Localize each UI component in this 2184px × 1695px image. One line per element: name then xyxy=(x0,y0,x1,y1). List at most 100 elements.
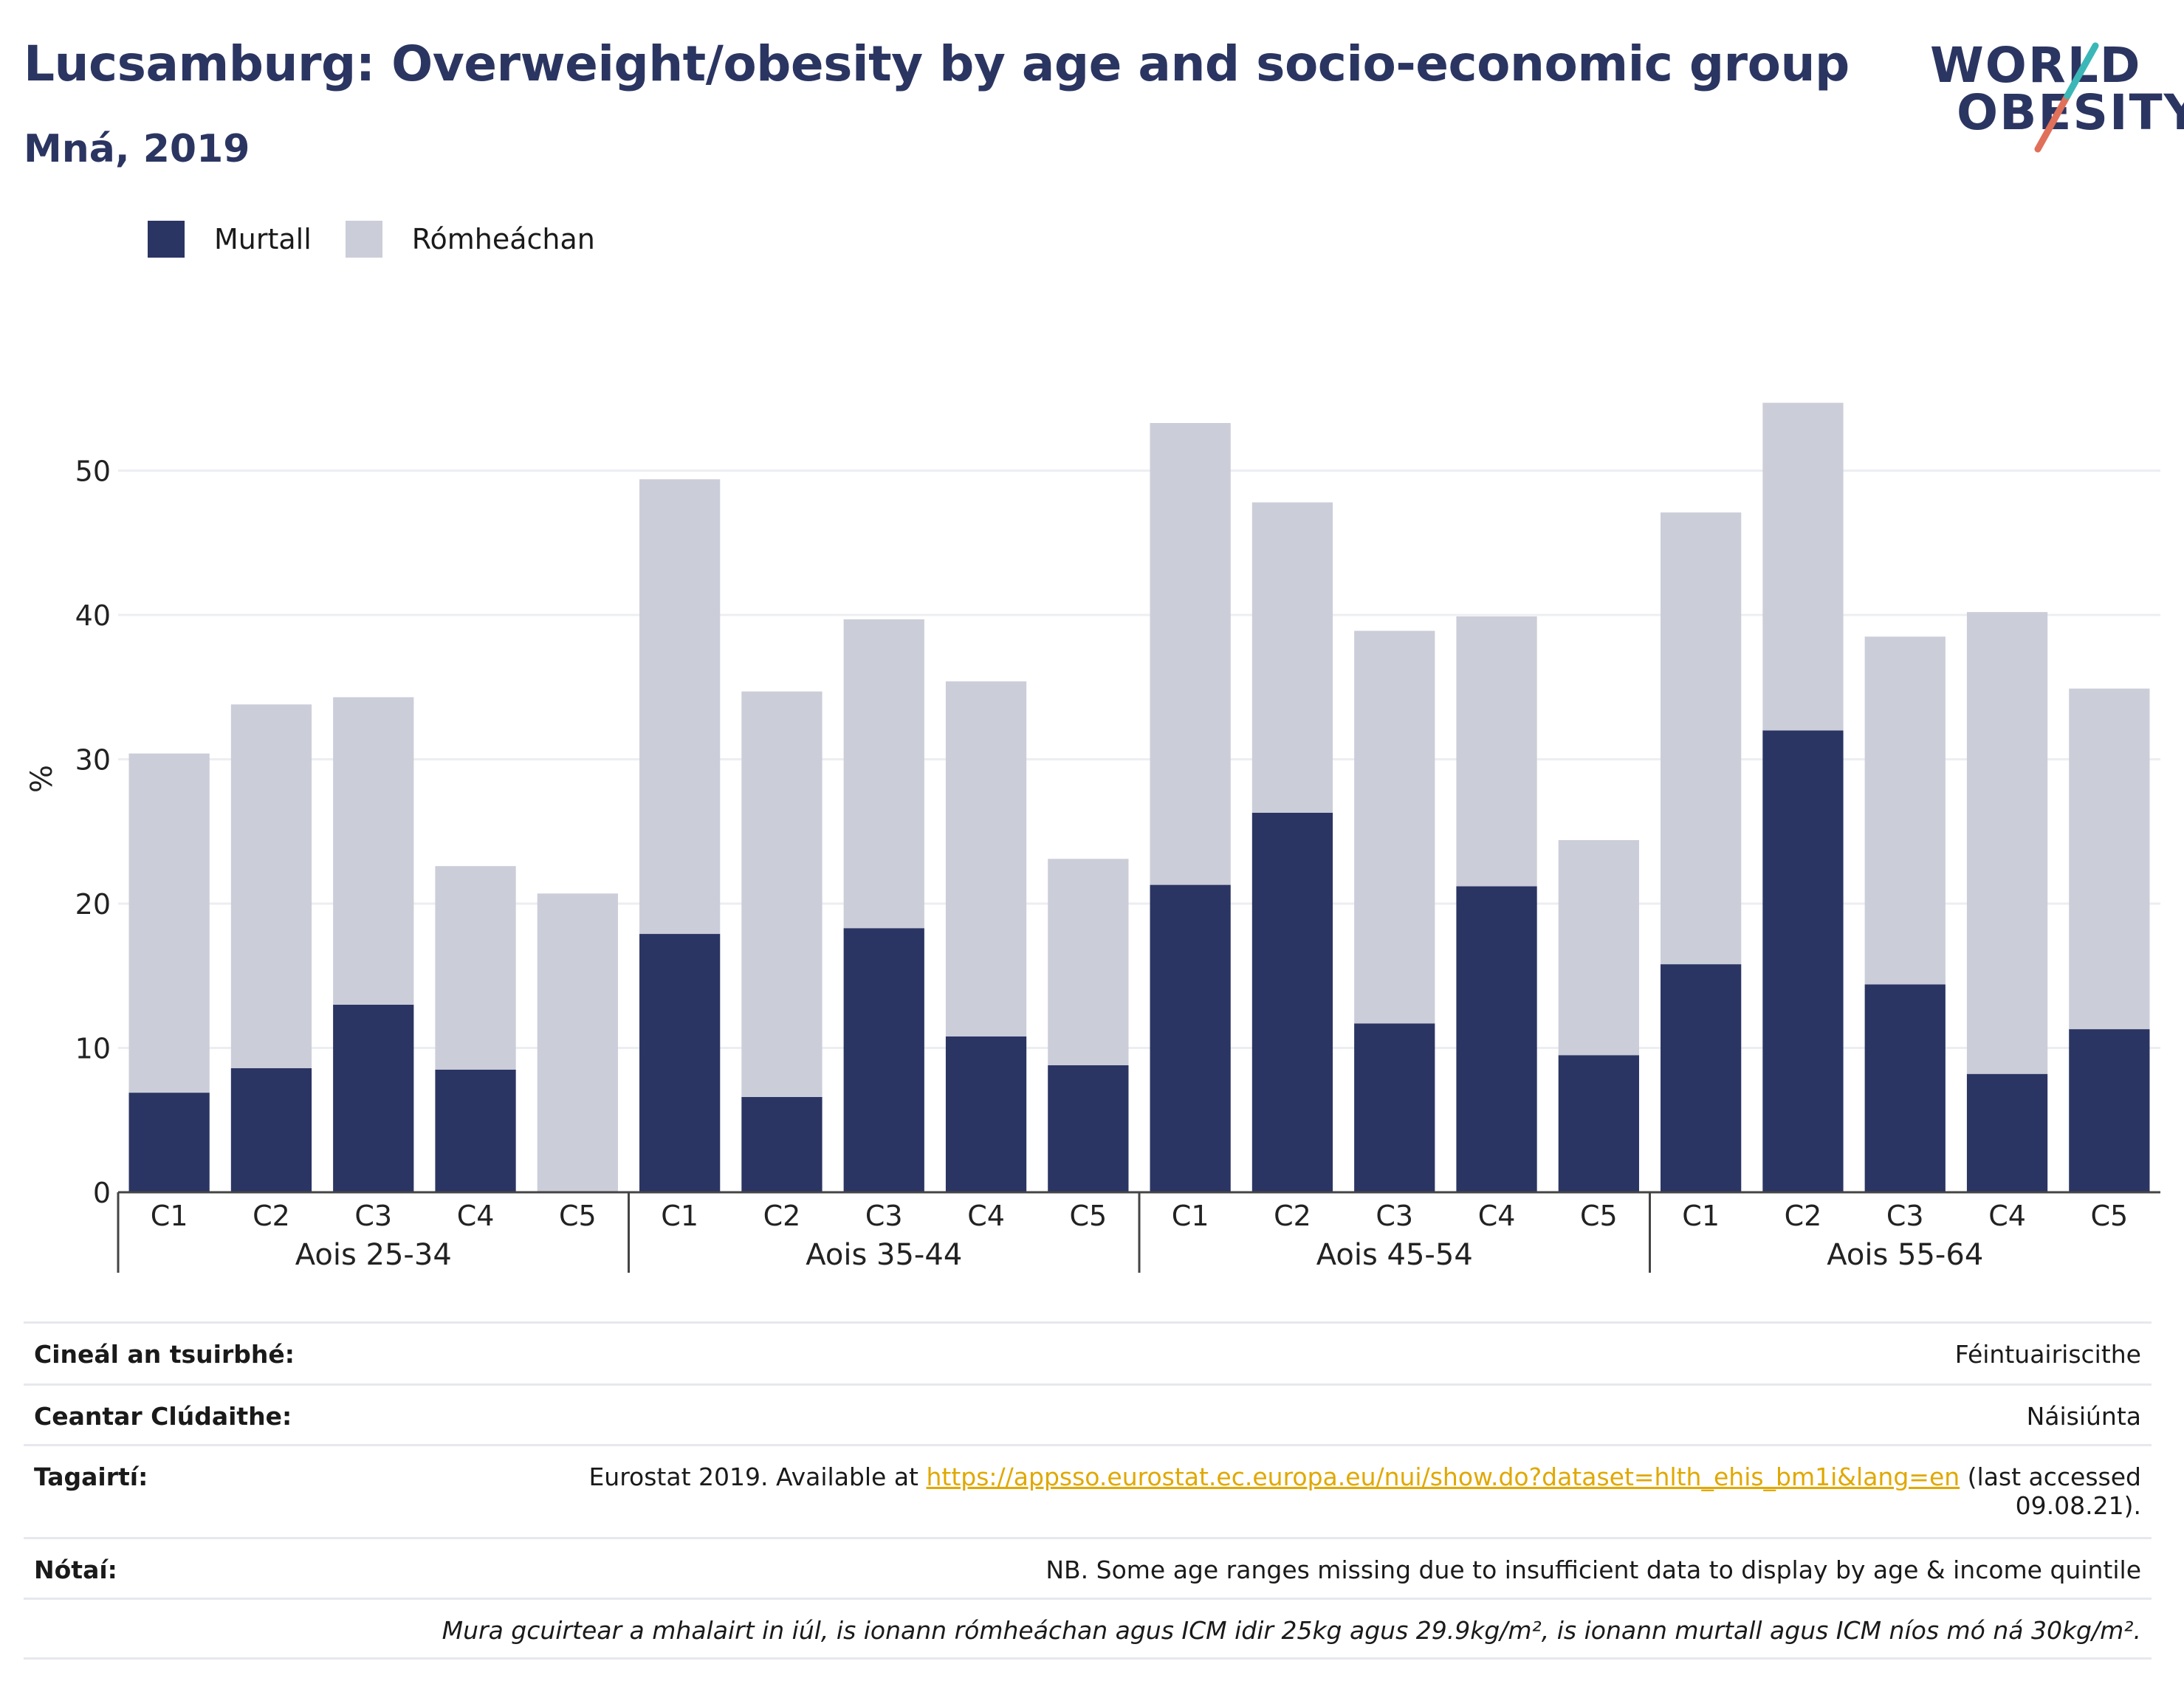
legend-label-overweight: Rómheáchan xyxy=(411,223,595,255)
info-row-notes: Nótaí: NB. Some age ranges missing due t… xyxy=(24,1537,2152,1598)
x-tick-label: C1 xyxy=(1172,1200,1209,1232)
bar-obese xyxy=(333,1004,414,1192)
bar-obese xyxy=(1251,812,1333,1192)
references-label: Tagairtí: xyxy=(34,1462,148,1491)
coverage-value: Náisiúnta xyxy=(2026,1402,2141,1431)
survey-type-label: Cineál an tsuirbhé: xyxy=(34,1340,295,1369)
chart-legend: Murtall Rómheáchan xyxy=(148,220,629,258)
x-tick-label: C2 xyxy=(253,1200,290,1232)
bar-overweight xyxy=(537,893,618,1192)
stacked-bar-chart: 0 10 20 30 40 50% C1 C2 C3 C4 C5 Aois 25-34 C1 C2 C3 C4… xyxy=(25,402,2160,1273)
bar-overweight xyxy=(1354,630,1435,1024)
x-tick-label: C2 xyxy=(763,1200,801,1232)
x-tick-label: C4 xyxy=(967,1200,1005,1232)
group-label: Aois 55-64 xyxy=(1827,1238,1983,1272)
info-table: Cineál an tsuirbhé: Féintuairiscithe Cea… xyxy=(24,1321,2152,1660)
references-link[interactable]: https://appsso.eurostat.ec.europa.eu/nui… xyxy=(926,1462,1960,1491)
bar-overweight xyxy=(128,753,210,1093)
references-prefix: Eurostat 2019. Available at xyxy=(588,1462,927,1491)
bar-obese xyxy=(1966,1073,2048,1192)
bar-obese xyxy=(2069,1029,2150,1192)
bar-overweight xyxy=(741,691,823,1097)
bar-overweight xyxy=(1762,402,1844,731)
bar-overweight xyxy=(639,479,721,935)
legend-label-obese: Murtall xyxy=(214,223,312,255)
chart-title: Lucsamburg: Overweight/obesity by age an… xyxy=(24,35,1850,92)
info-row-definition: Mura gcuirtear a mhalairt in iúl, is ion… xyxy=(24,1598,2152,1660)
bar-overweight xyxy=(1966,612,2048,1074)
x-tick-label: C1 xyxy=(1682,1200,1720,1232)
x-tick-label: C5 xyxy=(2090,1200,2128,1232)
bar-obese xyxy=(1150,884,1231,1192)
y-axis-label: % xyxy=(25,765,59,793)
bar-overweight xyxy=(1661,512,1742,965)
legend-item-obese: Murtall xyxy=(148,221,312,258)
group-label: Aois 35-44 xyxy=(806,1238,962,1272)
bar-obese xyxy=(741,1096,823,1192)
logo-line-1: WORLD xyxy=(1930,37,2142,94)
bar-obese xyxy=(1354,1023,1435,1192)
info-row-survey-type: Cineál an tsuirbhé: Féintuairiscithe xyxy=(24,1321,2152,1383)
chart-subtitle: Mná, 2019 xyxy=(24,127,250,171)
bar-overweight xyxy=(1456,616,1537,887)
x-tick-label: C4 xyxy=(1478,1200,1516,1232)
legend-item-overweight: Rómheáchan xyxy=(345,221,595,258)
bar-obese xyxy=(230,1067,312,1192)
logo-slash-icon xyxy=(2034,42,2099,153)
x-tick-label: C3 xyxy=(1886,1200,1924,1232)
coverage-label: Ceantar Clúdaithe: xyxy=(34,1402,292,1431)
y-tick-label: 40 xyxy=(75,599,111,632)
bar-overweight xyxy=(945,681,1027,1036)
bar-overweight xyxy=(2069,688,2150,1030)
x-tick-label: C5 xyxy=(559,1200,597,1232)
x-tick-label: C2 xyxy=(1274,1200,1311,1232)
bar-obese xyxy=(128,1093,210,1192)
x-tick-label: C3 xyxy=(1376,1200,1413,1232)
x-tick-label: C2 xyxy=(1785,1200,1822,1232)
info-row-references: Tagairtí: Eurostat 2019. Available at ht… xyxy=(24,1444,2152,1537)
bar-overweight xyxy=(1558,839,1639,1056)
x-tick-label: C4 xyxy=(1988,1200,2026,1232)
bar-obese xyxy=(1456,886,1537,1192)
bar-overweight xyxy=(435,866,516,1070)
y-tick-label: 50 xyxy=(75,455,111,488)
x-tick-label: C5 xyxy=(1069,1200,1107,1232)
bar-obese xyxy=(1048,1065,1129,1192)
x-tick-label: C1 xyxy=(661,1200,698,1232)
y-tick-label: 10 xyxy=(75,1033,111,1065)
info-row-coverage: Ceantar Clúdaithe: Náisiúnta xyxy=(24,1383,2152,1444)
y-tick-label: 20 xyxy=(75,888,111,921)
bar-obese xyxy=(1558,1055,1639,1192)
x-tick-label: C3 xyxy=(354,1200,392,1232)
references-suffix-2: 09.08.21). xyxy=(2015,1491,2141,1520)
survey-type-value: Féintuairiscithe xyxy=(1954,1340,2141,1369)
notes-value: NB. Some age ranges missing due to insuf… xyxy=(1045,1555,2141,1584)
bar-overweight xyxy=(1150,422,1231,885)
y-tick-label: 30 xyxy=(75,744,111,777)
x-tick-label: C1 xyxy=(151,1200,188,1232)
bar-overweight xyxy=(843,619,924,929)
world-obesity-logo: WORLD OBESITY xyxy=(1927,31,2184,157)
x-tick-label: C3 xyxy=(865,1200,903,1232)
bar-obese xyxy=(639,934,721,1192)
y-tick-label: 0 xyxy=(93,1177,111,1209)
references-suffix: (last accessed xyxy=(1960,1462,2141,1491)
bar-overweight xyxy=(1864,636,1946,985)
group-label: Aois 25-34 xyxy=(295,1238,452,1272)
bar-overweight xyxy=(230,704,312,1068)
bar-obese xyxy=(1661,964,1742,1192)
bar-obese xyxy=(1864,984,1946,1192)
bar-obese xyxy=(945,1036,1027,1192)
group-label: Aois 45-54 xyxy=(1316,1238,1473,1272)
definition-note: Mura gcuirtear a mhalairt in iúl, is ion… xyxy=(442,1616,2141,1645)
bar-obese xyxy=(843,928,924,1192)
bar-obese xyxy=(1762,730,1844,1192)
bar-overweight xyxy=(1251,502,1333,813)
legend-swatch-overweight xyxy=(345,221,382,258)
x-tick-label: C5 xyxy=(1580,1200,1618,1232)
bar-overweight xyxy=(1048,859,1129,1065)
bar-overweight xyxy=(333,697,414,1005)
references-value: Eurostat 2019. Available at https://apps… xyxy=(588,1462,2141,1520)
x-tick-label: C4 xyxy=(457,1200,495,1232)
notes-label: Nótaí: xyxy=(34,1555,117,1584)
